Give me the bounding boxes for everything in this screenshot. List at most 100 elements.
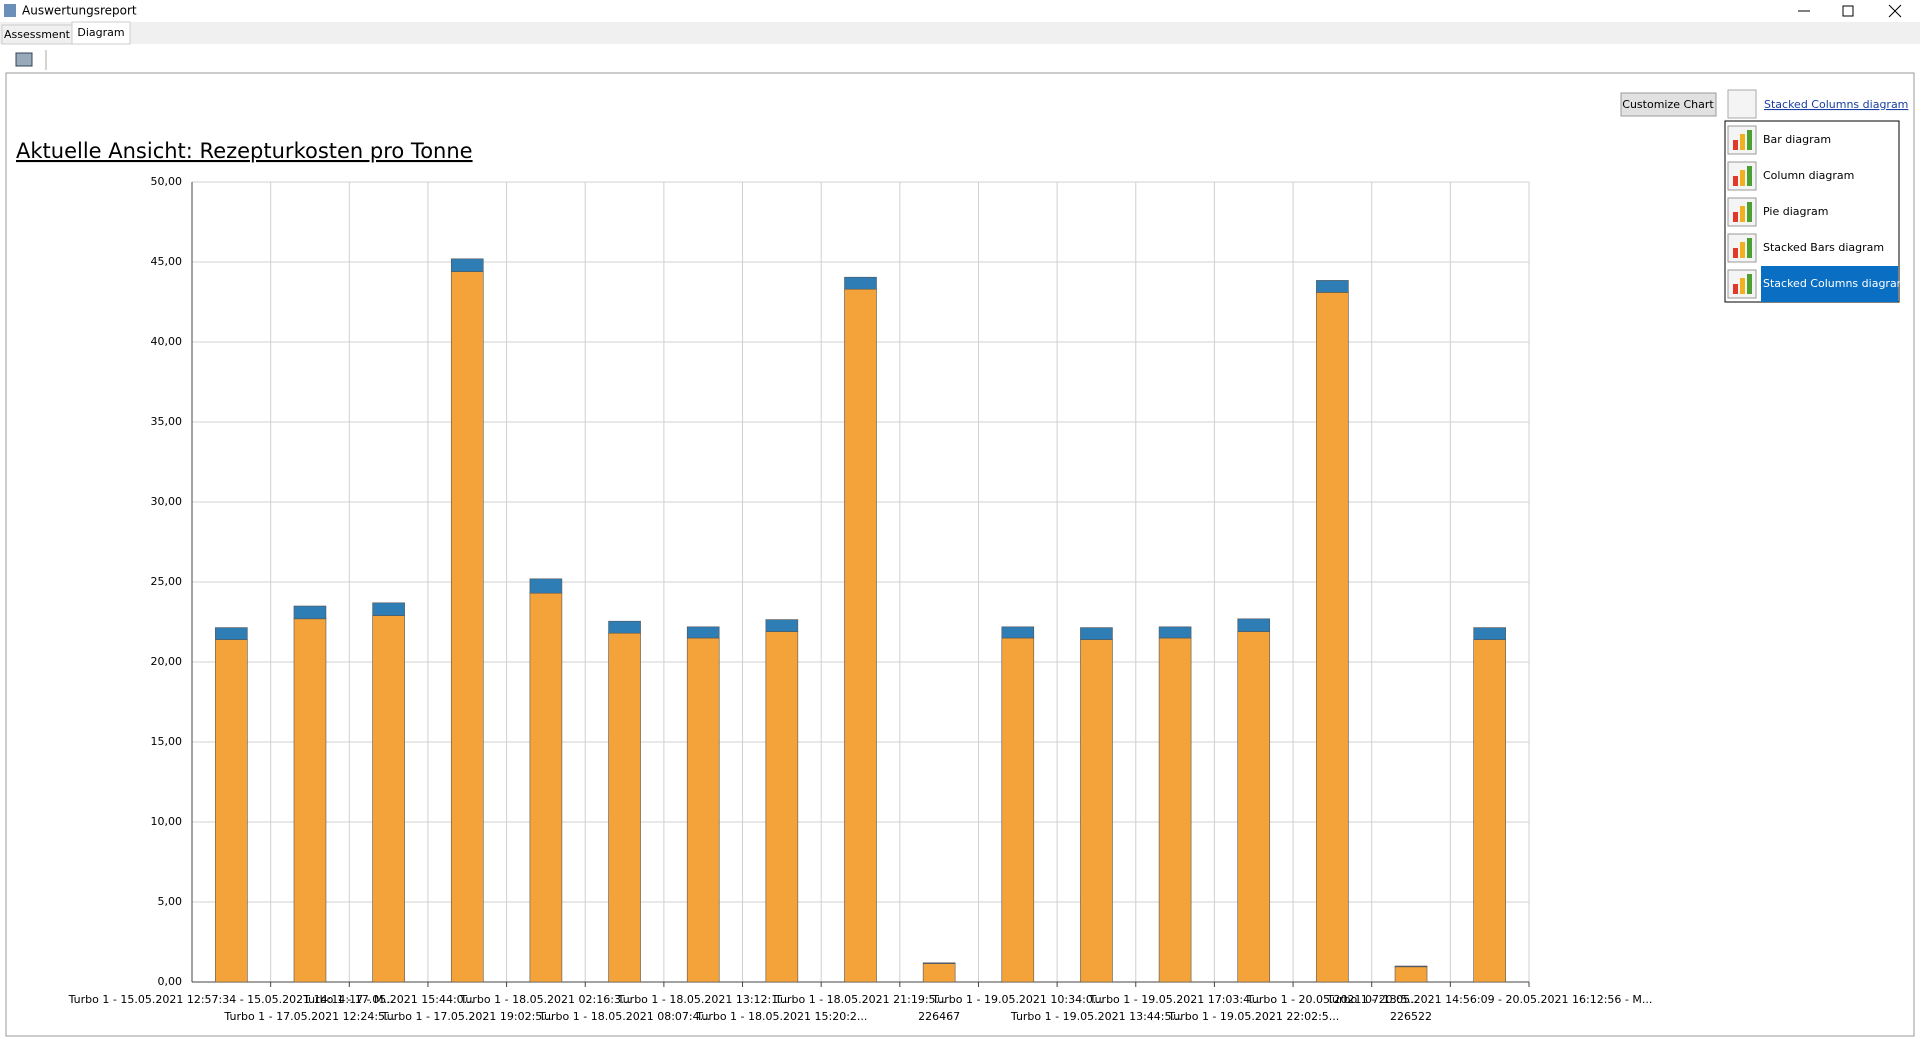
tab-active[interactable] — [71, 21, 131, 45]
bar-segment — [686, 637, 720, 983]
bar-segment — [844, 288, 877, 983]
bar-segment — [1316, 280, 1349, 293]
bar-segment — [215, 639, 248, 983]
bar-segment — [1158, 626, 1192, 639]
menu-item-label[interactable]: Stacked Columns diagram — [1763, 277, 1907, 290]
window-title: Auswertungsreport — [22, 4, 137, 18]
menu-item-icon-part — [1740, 170, 1745, 186]
menu-item-icon-part — [1740, 206, 1745, 222]
x-tick-label: Turbo 1 - 18.05.2021 08:07:4... — [538, 1010, 710, 1023]
x-tick-label: Turbo 1 - 20.05.2021 14:56:09 - 20.05.20… — [1326, 993, 1652, 1006]
customize-button-label[interactable]: Customize Chart — [1622, 98, 1714, 111]
bar-segment — [1158, 637, 1192, 983]
bar-segment — [215, 627, 248, 640]
menu-item-icon-part — [1747, 202, 1752, 222]
bar-segment — [293, 605, 327, 620]
x-tick-label: Turbo 1 - 18.05.2021 15:20:2... — [695, 1010, 867, 1023]
x-tick-label: Turbo 1 - 18.05.2021 21:19:5... — [774, 993, 946, 1006]
menu-item-label[interactable]: Bar diagram — [1763, 133, 1831, 146]
chart-type-link[interactable]: Stacked Columns diagram — [1764, 98, 1908, 111]
y-tick-label: 45,00 — [151, 255, 183, 268]
menu-item-label[interactable]: Column diagram — [1763, 169, 1854, 182]
menu-item-icon-part — [1733, 248, 1738, 258]
app-icon — [4, 4, 16, 17]
bar-segment — [450, 258, 484, 272]
menu-item-icon-part — [1733, 284, 1738, 294]
y-tick-label: 25,00 — [151, 575, 183, 588]
panel — [5, 72, 1915, 1037]
restore[interactable] — [1842, 5, 1854, 17]
y-tick-label: 20,00 — [151, 655, 183, 668]
bar-segment — [1080, 627, 1113, 640]
y-tick-label: 15,00 — [151, 735, 183, 748]
tab-label[interactable]: Assessment — [4, 28, 71, 41]
menu-item-icon-part — [1747, 238, 1752, 258]
bar-segment — [372, 615, 405, 983]
menu-item-icon-part — [1740, 278, 1745, 294]
bar-segment — [1473, 639, 1506, 983]
bar-segment — [529, 578, 563, 594]
x-tick-label: Turbo 1 - 19.05.2021 17:03:4... — [1089, 993, 1261, 1006]
customize-button[interactable] — [1620, 92, 1717, 117]
bar-segment — [922, 962, 956, 964]
bar-segment — [372, 602, 405, 616]
tab-label[interactable]: Diagram — [77, 26, 124, 39]
chart-title: Aktuelle Ansicht: Rezepturkosten pro Ton… — [16, 139, 473, 163]
menu-item-icon-part — [1740, 134, 1745, 150]
bar-segment — [608, 620, 641, 634]
bar-segment — [686, 626, 720, 639]
chart-type-icon[interactable] — [1727, 89, 1757, 119]
x-tick-label: Turbo 1 - 17.05.2021 12:24:5... — [223, 1010, 395, 1023]
x-tick-label: 226522 — [1390, 1010, 1432, 1023]
y-tick-label: 50,00 — [151, 175, 183, 188]
bar-segment — [1001, 637, 1035, 983]
menu-item-icon-part — [1733, 212, 1738, 222]
x-tick-label: Turbo 1 - 17.05.2021 15:44:0... — [302, 993, 474, 1006]
bar-segment — [1394, 965, 1428, 968]
bar-segment — [922, 963, 956, 983]
x-tick-label: Turbo 1 - 15.05.2021 12:57:34 - 15.05.20… — [68, 993, 394, 1006]
x-tick-label: Turbo 1 - 20.05.2021 07:13:5... — [1246, 993, 1418, 1006]
tab-strip — [0, 22, 1920, 44]
y-tick-label: 10,00 — [151, 815, 183, 828]
y-tick-label: 5,00 — [158, 895, 183, 908]
close[interactable] — [1888, 4, 1902, 18]
x-tick-label: Turbo 1 - 19.05.2021 10:34:0... — [931, 993, 1103, 1006]
menu-item-icon-part — [1733, 140, 1738, 150]
bar-segment — [450, 271, 484, 983]
y-tick-label: 0,00 — [158, 975, 183, 988]
x-tick-label: 226467 — [918, 1010, 960, 1023]
bar-segment — [1001, 626, 1035, 639]
bar-segment — [1237, 618, 1271, 632]
bar-segment — [1237, 631, 1271, 983]
menu-item-icon-part — [1733, 176, 1738, 186]
menu-item-icon-part — [1740, 242, 1745, 258]
menu-item-label[interactable]: Pie diagram — [1763, 205, 1828, 218]
x-tick-label: Turbo 1 - 19.05.2021 13:44:5... — [1010, 1010, 1182, 1023]
bar-segment — [529, 592, 563, 983]
x-tick-label: Turbo 1 - 18.05.2021 02:16:3... — [459, 993, 631, 1006]
y-tick-label: 40,00 — [151, 335, 183, 348]
bar-segment — [1473, 627, 1506, 640]
bar-segment — [293, 618, 327, 983]
y-tick-label: 35,00 — [151, 415, 183, 428]
bar-segment — [844, 276, 877, 290]
bar-segment — [608, 632, 641, 983]
menu-item-highlight — [1761, 266, 1898, 302]
bar-segment — [765, 631, 799, 983]
x-tick-label: Turbo 1 - 19.05.2021 22:02:5... — [1167, 1010, 1339, 1023]
x-tick-label: Turbo 1 - 18.05.2021 13:12:1... — [617, 993, 789, 1006]
menu-item-icon-part — [1747, 166, 1752, 186]
menu-item-icon-part — [1747, 274, 1752, 294]
bar-segment — [1394, 966, 1428, 983]
y-tick-label: 30,00 — [151, 495, 183, 508]
bar-segment — [765, 619, 799, 632]
print-button[interactable] — [15, 52, 33, 67]
bar-segment — [1080, 639, 1113, 983]
title-bar — [0, 0, 1920, 22]
x-tick-label: Turbo 1 - 17.05.2021 19:02:5... — [381, 1010, 553, 1023]
bar-segment — [1316, 292, 1349, 983]
menu-item-label[interactable]: Stacked Bars diagram — [1763, 241, 1884, 254]
